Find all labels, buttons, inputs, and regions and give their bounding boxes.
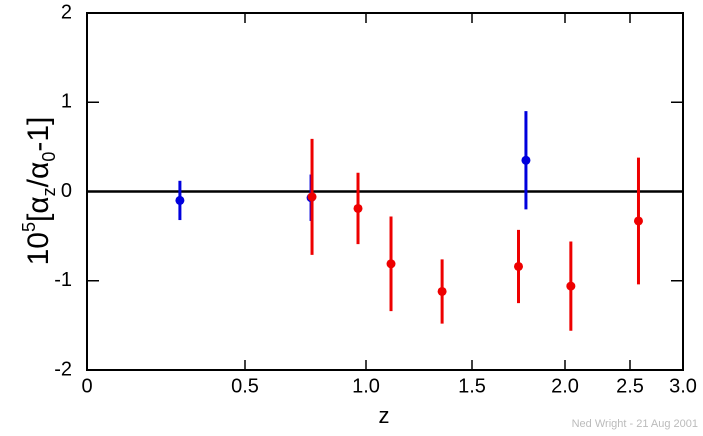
y-tick-label: 0: [61, 180, 72, 202]
y-label-part: 0: [39, 152, 59, 162]
data-point: [633, 216, 643, 226]
y-tick-label: -2: [54, 358, 72, 380]
y-label-part: [α: [22, 196, 55, 222]
x-tick-label: 1.0: [352, 375, 380, 397]
x-tick-label: 2.0: [551, 375, 579, 397]
y-axis-label: 105[αz/α0-1]: [19, 117, 59, 266]
x-tick-label: 3.0: [669, 375, 697, 397]
data-point: [437, 286, 447, 296]
data-point: [353, 203, 363, 213]
y-tick-label: -1: [54, 269, 72, 291]
y-label-part: /α: [22, 162, 55, 188]
data-point: [521, 155, 531, 165]
x-tick-label: 2.5: [616, 375, 644, 397]
y-label-part: 5: [19, 222, 39, 232]
data-point: [514, 261, 523, 271]
data-point: [175, 195, 185, 205]
x-tick-label: 0: [81, 375, 92, 397]
x-axis-label: z: [379, 403, 390, 428]
x-tick-label: 1.5: [458, 375, 486, 397]
y-label-part: z: [39, 187, 59, 196]
x-tick-label: 0.5: [231, 375, 259, 397]
y-label-part: 10: [22, 232, 55, 265]
data-point: [566, 281, 576, 291]
data-point: [307, 192, 317, 202]
y-label-part: -1]: [22, 117, 55, 152]
credit: Ned Wright - 21 Aug 2001: [572, 418, 698, 430]
data-point: [386, 259, 396, 269]
y-tick-label: 2: [61, 1, 72, 23]
y-tick-label: 1: [61, 91, 72, 113]
